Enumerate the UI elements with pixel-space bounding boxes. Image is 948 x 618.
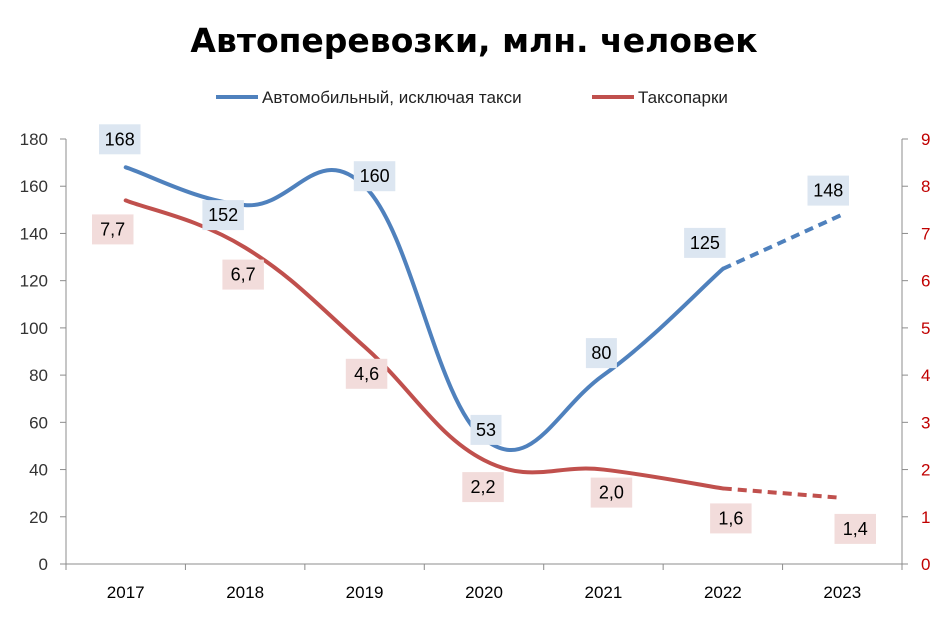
data-label-text: 160 [360,166,390,186]
data-label-text: 1,6 [718,508,743,528]
y-left-tick-label: 160 [20,177,48,196]
legend-label-series-1: Автомобильный, исключая такси [262,88,522,107]
legend: Автомобильный, исключая такси Таксопарки [216,88,728,107]
data-label-series-1: 148 [807,175,849,206]
y-left-tick-label: 20 [29,508,48,527]
series-forecast-line-1 [722,212,844,271]
y-left-tick-label: 60 [29,413,48,432]
y-left-tick-label: 120 [20,272,48,291]
y-right-tick-label: 4 [921,366,930,385]
y-right-tick-label: 8 [921,177,930,196]
data-label-text: 53 [476,420,496,440]
data-label-box [834,513,876,544]
data-label-text: 168 [105,129,135,149]
data-label-series-2: 1,4 [834,513,876,544]
data-label-series-1: 160 [353,161,396,192]
data-label-box [345,358,388,389]
chart-title: Автоперевозки, млн. человек [190,21,757,60]
data-label-series-2: 7,7 [92,214,134,245]
data-label-box [92,214,134,245]
y-right-tick-label: 9 [921,130,930,149]
x-tick-label: 2020 [465,583,503,602]
y-left-tick-label: 80 [29,366,48,385]
data-labels: 168 152 160 53 80 125 148 7,7 6,7 4,6 2,2 2,0 1,6 1,4 [92,124,876,544]
data-label-box [222,259,264,290]
data-label-box [99,124,141,155]
y-left-tick-label: 140 [20,224,48,243]
data-label-box [590,477,633,508]
data-label-box [202,200,244,231]
data-label-text: 152 [208,205,238,225]
y-right-tick-label: 2 [921,461,930,480]
y-left-tick-label: 0 [39,555,48,574]
axes: 0 20 40 60 80 100 120 140 160 180 0 1 2 3 4 5 6 7 8 9 2017 20… [20,130,931,602]
data-label-text: 2,0 [599,483,624,503]
series-line-2 [123,198,725,491]
y-left-tick-label: 40 [29,461,48,480]
data-label-box [710,503,752,534]
series-line-1 [123,165,725,452]
x-tick-label: 2023 [823,583,861,602]
data-label-text: 6,7 [231,265,256,285]
data-label-box [353,161,396,192]
x-tick-label: 2019 [346,583,384,602]
data-label-series-2: 4,6 [345,358,388,389]
y-right-tick-label: 1 [921,508,930,527]
y-right-tick-label: 3 [921,413,930,432]
x-tick-label: 2022 [704,583,742,602]
x-tick-label: 2021 [585,583,623,602]
y-right-tick-label: 7 [921,224,930,243]
y-left-tick-label: 180 [20,130,48,149]
series-forecast-line-2 [722,486,843,500]
data-label-series-1: 152 [202,200,244,231]
data-label-series-1: 125 [684,227,726,258]
data-label-series-2: 6,7 [222,259,264,290]
y-right-tick-label: 5 [921,319,930,338]
data-label-text: 80 [591,343,611,363]
data-label-text: 1,4 [843,519,868,539]
y-left-tick-label: 100 [20,319,48,338]
data-label-text: 148 [813,181,843,201]
data-label-box [462,472,504,503]
data-label-series-2: 1,6 [710,503,752,534]
x-tick-label: 2017 [107,583,145,602]
data-label-text: 4,6 [354,364,379,384]
data-label-series-1: 53 [470,414,502,445]
data-label-series-1: 80 [585,338,617,369]
data-label-box [684,227,726,258]
data-label-series-1: 168 [99,124,141,155]
data-label-box [470,414,502,445]
data-label-text: 7,7 [100,219,125,239]
data-label-box [807,175,849,206]
legend-label-series-2: Таксопарки [638,88,728,107]
x-tick-label: 2018 [226,583,264,602]
data-label-series-2: 2,2 [462,472,504,503]
data-label-box [585,338,617,369]
y-right-tick-label: 6 [921,272,930,291]
y-right-tick-label: 0 [921,555,930,574]
data-label-text: 125 [690,233,720,253]
data-label-series-2: 2,0 [590,477,633,508]
data-label-text: 2,2 [470,477,495,497]
series-lines [123,165,844,500]
